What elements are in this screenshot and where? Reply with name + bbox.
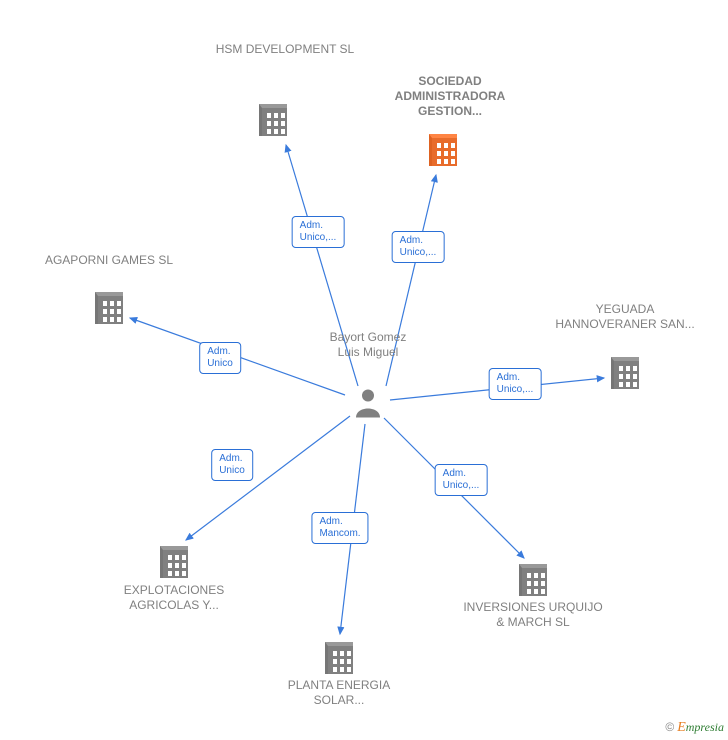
building-icon: [611, 357, 639, 389]
edge-label: Adm. Unico,...: [435, 464, 488, 496]
building-icon: [325, 642, 353, 674]
edge-label: Adm. Unico,...: [489, 368, 542, 400]
center-person-label: Bayort Gomez Luis Miguel: [323, 330, 413, 360]
edge-label: Adm. Unico,...: [392, 231, 445, 263]
diagram-canvas: Bayort Gomez Luis Miguel HSM DEVELOPMENT…: [0, 0, 728, 740]
company-label: PLANTA ENERGIA SOLAR...: [269, 678, 409, 708]
edge-label: Adm. Unico,...: [292, 216, 345, 248]
person-icon: [355, 388, 381, 423]
company-label: HSM DEVELOPMENT SL: [215, 42, 355, 57]
company-label: EXPLOTACIONES AGRICOLAS Y...: [104, 583, 244, 613]
edge-label: Adm. Unico: [199, 342, 241, 374]
company-label: INVERSIONES URQUIJO & MARCH SL: [463, 600, 603, 630]
building-icon: [160, 546, 188, 578]
company-label: YEGUADA HANNOVERANER SAN...: [555, 302, 695, 332]
brand-rest: mpresia: [686, 720, 724, 734]
edge-label: Adm. Unico: [211, 449, 253, 481]
building-icon: [519, 564, 547, 596]
copyright-symbol: ©: [665, 720, 674, 734]
building-icon: [429, 134, 457, 166]
company-label: AGAPORNI GAMES SL: [39, 253, 179, 268]
company-label: SOCIEDAD ADMINISTRADORA GESTION...: [380, 74, 520, 119]
building-icon: [95, 292, 123, 324]
building-icon: [259, 104, 287, 136]
brand-first-letter: E: [677, 720, 686, 735]
edge-label: Adm. Mancom.: [311, 512, 368, 544]
copyright-footer: ©Empresia: [665, 720, 724, 736]
